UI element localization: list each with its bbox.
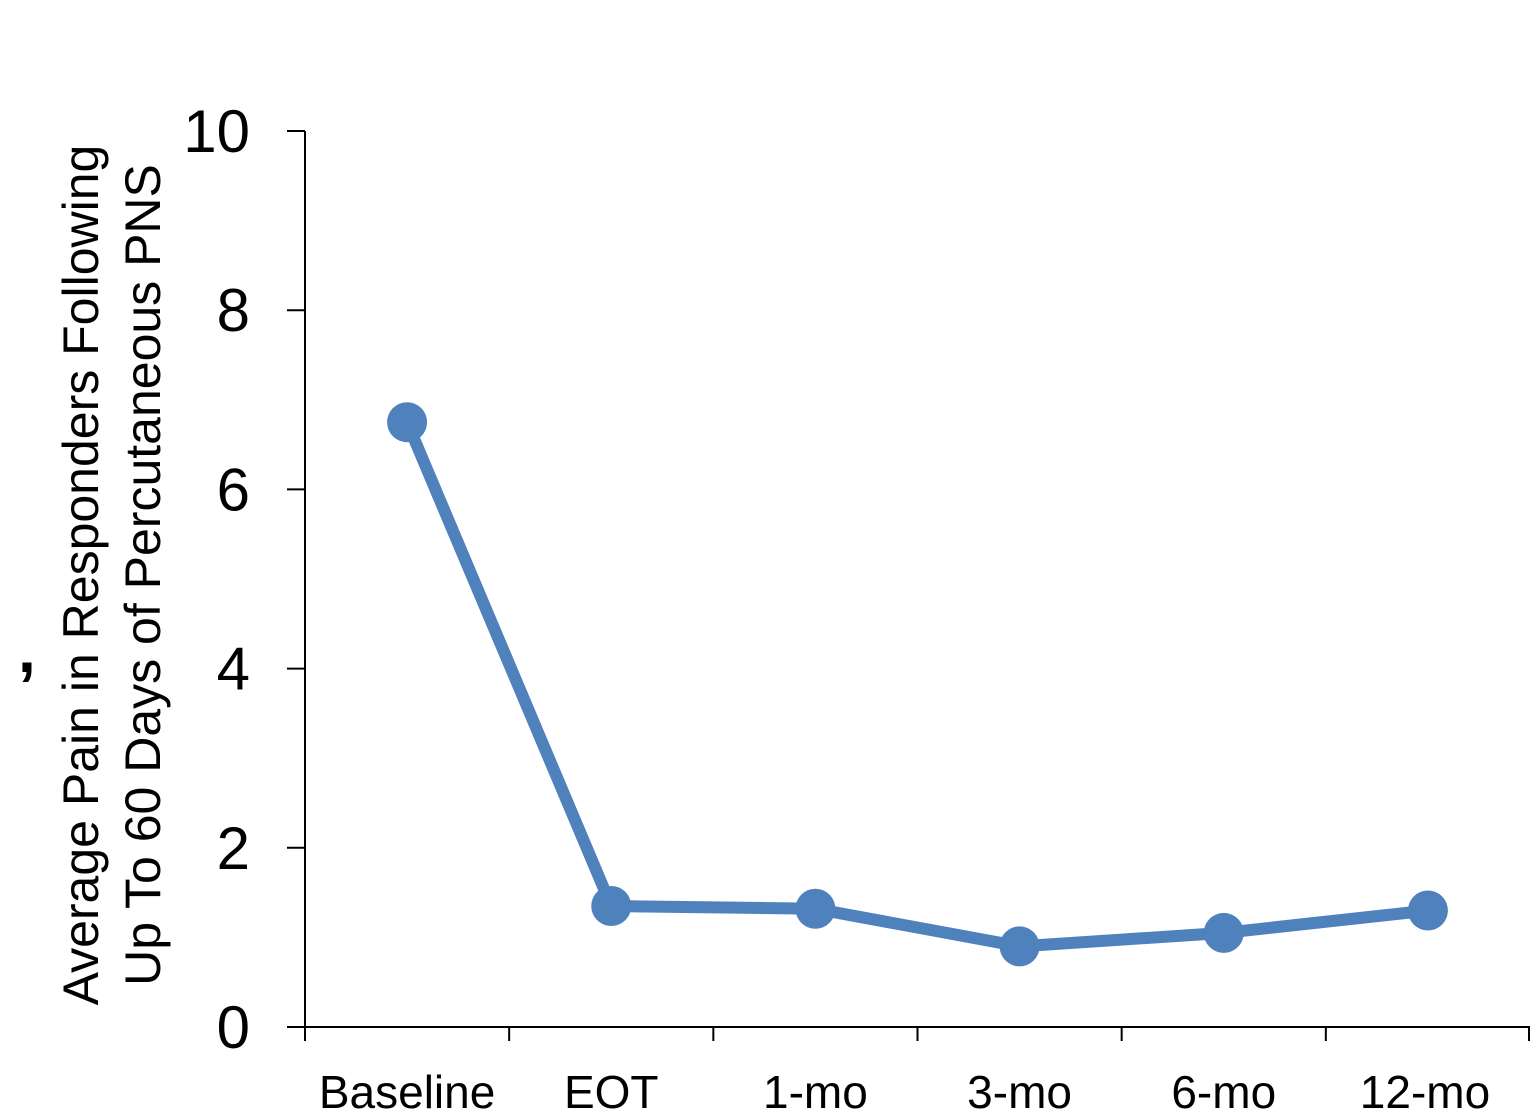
y-tick-label: 0 (217, 994, 250, 1061)
x-tick-label: 12-mo (1360, 1066, 1490, 1118)
y-axis-label-line-1: Average Pain in Responders Following (53, 145, 109, 1006)
y-tick-label: 6 (217, 456, 250, 523)
data-point (795, 888, 836, 929)
data-point (1407, 890, 1448, 931)
data-point (999, 926, 1040, 967)
series-group (387, 402, 1448, 967)
x-tick-label: 6-mo (1171, 1066, 1276, 1118)
y-tick-label: 4 (217, 636, 250, 703)
data-point (1203, 912, 1244, 953)
series-line (401, 416, 1434, 953)
x-tick-label: 3-mo (967, 1066, 1072, 1118)
x-tick-label: 1-mo (763, 1066, 868, 1118)
y-tick-label: 2 (217, 815, 250, 882)
stray-comma-mark: , (18, 614, 36, 686)
x-tick-label: EOT (564, 1066, 659, 1118)
y-tick-label: 10 (183, 98, 250, 165)
y-tick-label: 8 (217, 277, 250, 344)
data-point (387, 402, 428, 443)
y-ticks: 0 2 4 6 8 10 (183, 98, 305, 1061)
y-axis-label-line-2: Up To 60 Days of Percutaneous PNS (115, 164, 171, 986)
data-point (591, 886, 632, 927)
x-tick-label: Baseline (319, 1066, 495, 1118)
x-ticks: Baseline EOT 1-mo 3-mo 6-mo 12-mo (304, 1027, 1530, 1118)
axes (304, 131, 1530, 1028)
y-axis-label: Average Pain in Responders Following Up … (53, 145, 171, 1006)
